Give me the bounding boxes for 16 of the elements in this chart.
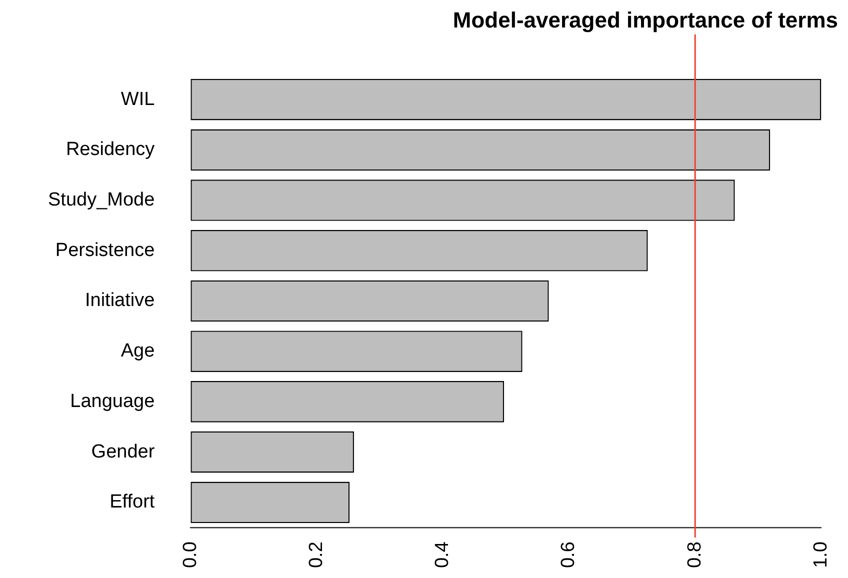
x-tick-label: 0.0: [180, 542, 201, 568]
y-tick-label: Initiative: [84, 290, 155, 312]
y-tick-label: Study_Mode: [48, 190, 155, 211]
x-tick-label: 0.8: [684, 542, 706, 568]
x-tick-label: 0.2: [306, 542, 328, 568]
x-tick-label: 1.0: [810, 542, 832, 568]
y-tick-label: Language: [70, 390, 155, 412]
x-tick-label: 0.4: [432, 541, 454, 568]
y-tick-label: Effort: [110, 492, 156, 513]
y-tick-label: Gender: [91, 441, 156, 462]
y-tick-label: Age: [120, 340, 155, 362]
y-tick-label: Residency: [66, 139, 156, 160]
y-tick-label: Persistence: [55, 240, 155, 261]
x-tick-label: 0.6: [558, 542, 580, 568]
y-tick-label: WIL: [120, 88, 155, 110]
chart-title: Model-averaged importance of terms: [452, 7, 838, 32]
